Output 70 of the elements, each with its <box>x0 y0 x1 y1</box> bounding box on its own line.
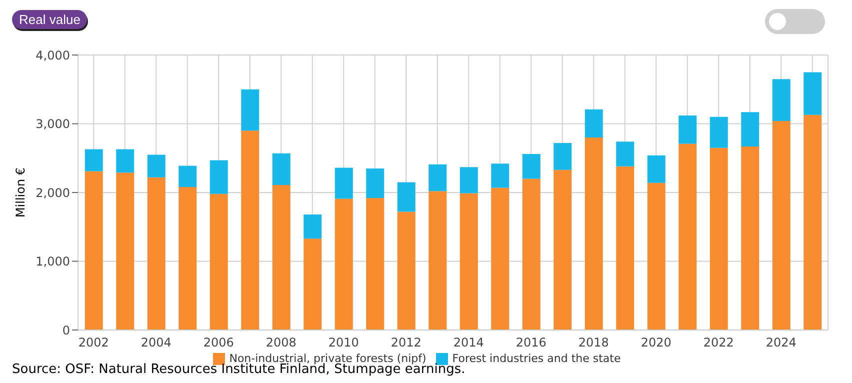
bar <box>491 164 510 188</box>
bar <box>741 146 760 330</box>
x-tick-label: 2014 <box>453 336 484 350</box>
bar <box>772 79 790 121</box>
bar <box>366 168 384 198</box>
real-value-button: Real value <box>12 10 88 29</box>
bar <box>304 238 322 330</box>
bar <box>522 154 540 179</box>
bar <box>178 187 197 330</box>
bar <box>491 188 510 330</box>
bar <box>678 116 697 144</box>
bar <box>334 168 353 199</box>
x-tick-label: 2010 <box>328 336 359 350</box>
x-tick-label: 2022 <box>703 336 734 350</box>
bar <box>678 144 697 330</box>
x-tick-label: 2012 <box>390 336 422 350</box>
bar <box>84 171 103 330</box>
bar <box>647 155 666 183</box>
bar <box>147 177 166 330</box>
x-tick-label: 2002 <box>78 336 109 350</box>
legend-label: Forest industries and the state <box>452 352 621 365</box>
bar <box>616 142 634 166</box>
bar <box>210 194 228 330</box>
y-tick-label: 2,000 <box>36 186 70 200</box>
bar <box>334 198 353 330</box>
x-tick-label: 2020 <box>640 336 672 350</box>
bar <box>741 112 760 146</box>
bar <box>804 114 822 330</box>
bar <box>460 193 478 330</box>
bar <box>647 182 666 330</box>
bar <box>584 138 603 330</box>
bar <box>522 178 540 330</box>
y-tick-label: 3,000 <box>36 117 70 132</box>
bar <box>710 116 728 148</box>
bar <box>147 154 166 178</box>
y-tick-label: 0 <box>62 323 70 338</box>
bar <box>116 172 134 330</box>
bar <box>272 184 290 330</box>
bar <box>210 160 228 194</box>
bar <box>554 143 572 170</box>
y-tick-label: 4,000 <box>36 48 70 62</box>
x-tick-label: 2016 <box>516 336 546 350</box>
bar <box>272 153 290 185</box>
x-tick-label: 2008 <box>266 336 296 350</box>
y-tick-label: 1,000 <box>36 254 70 269</box>
bar <box>241 89 260 131</box>
bar <box>241 130 260 330</box>
x-tick-label: 2024 <box>766 336 796 350</box>
bar <box>554 170 572 330</box>
bar <box>616 166 634 330</box>
x-tick-label: 2004 <box>140 336 172 350</box>
x-tick-label: 2006 <box>203 336 234 350</box>
bar <box>584 109 603 138</box>
bar <box>178 166 197 187</box>
bar <box>116 149 134 173</box>
bar <box>804 72 822 115</box>
x-tick-label: 2018 <box>578 336 609 350</box>
bar <box>84 149 103 172</box>
bar <box>397 212 416 330</box>
y-axis-title: Million € <box>13 167 28 218</box>
bar <box>428 191 447 330</box>
bar <box>772 121 790 330</box>
bar <box>366 198 384 330</box>
bar <box>460 167 478 194</box>
bar <box>304 214 322 239</box>
bar <box>710 148 728 330</box>
bar <box>397 182 416 212</box>
bar <box>428 164 447 192</box>
source-note: Source: OSF: Natural Resources Institute Finland, Stumpage earnings. <box>12 362 466 377</box>
legend-label: Non-industrial, private forests (nipf) <box>229 352 426 365</box>
